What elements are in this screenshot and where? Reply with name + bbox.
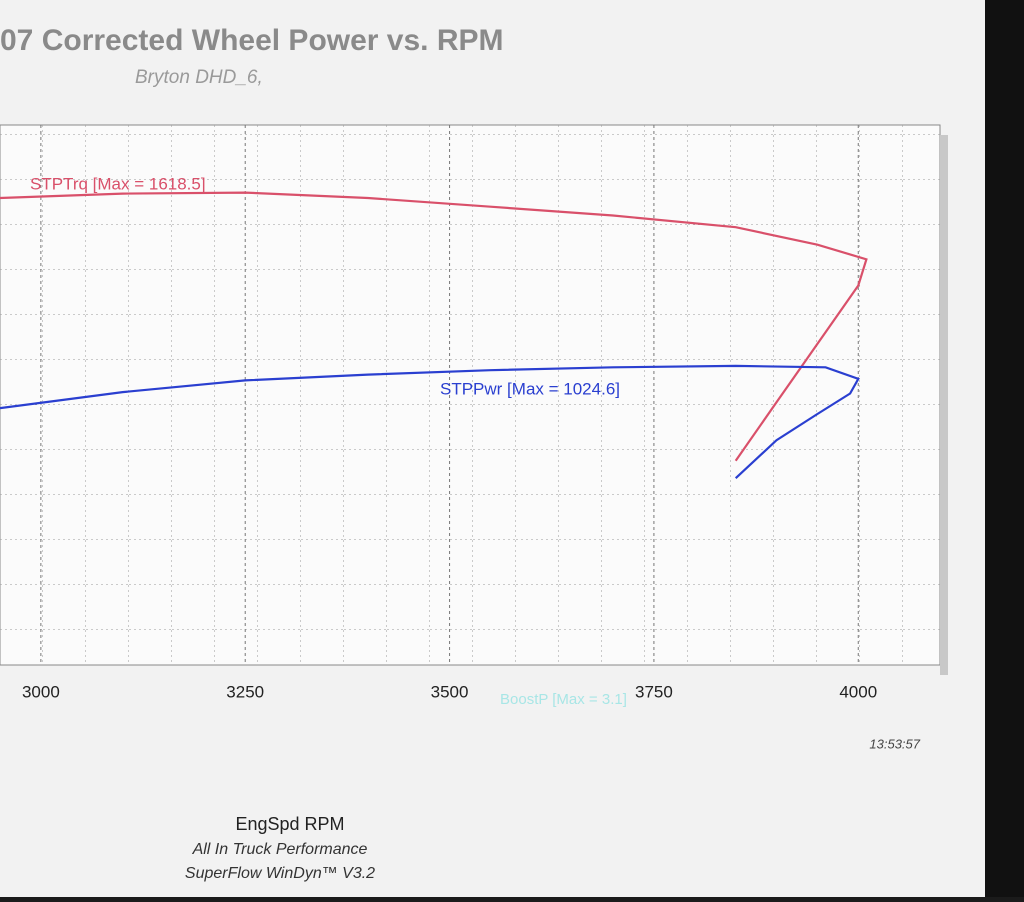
plot-shadow	[940, 135, 948, 675]
series-line	[0, 191, 868, 462]
series-label: STPTrq [Max = 1618.5]	[30, 174, 206, 193]
x-tick-label: 3500	[431, 682, 469, 701]
x-tick-label: 3250	[226, 682, 264, 701]
annotation: BoostP [Max = 3.1]	[500, 691, 627, 708]
minor-grid	[0, 125, 940, 665]
x-tick-label: 3750	[635, 682, 673, 701]
x-tick-label: 4000	[839, 682, 877, 701]
bezel	[985, 0, 1024, 897]
footer: All In Truck Performance	[192, 841, 368, 858]
subtitle: Bryton DHD_6,	[135, 67, 263, 88]
x-tick-label: 3000	[22, 682, 60, 701]
timestamp: 13:53:57	[869, 736, 920, 751]
chart-title: 07 Corrected Wheel Power vs. RPM	[0, 24, 504, 57]
footer: SuperFlow WinDyn™ V3.2	[185, 865, 375, 882]
x-axis-label: EngSpd RPM	[235, 814, 344, 834]
series-label: STPPwr [Max = 1024.6]	[440, 379, 620, 398]
series-line	[0, 364, 860, 480]
